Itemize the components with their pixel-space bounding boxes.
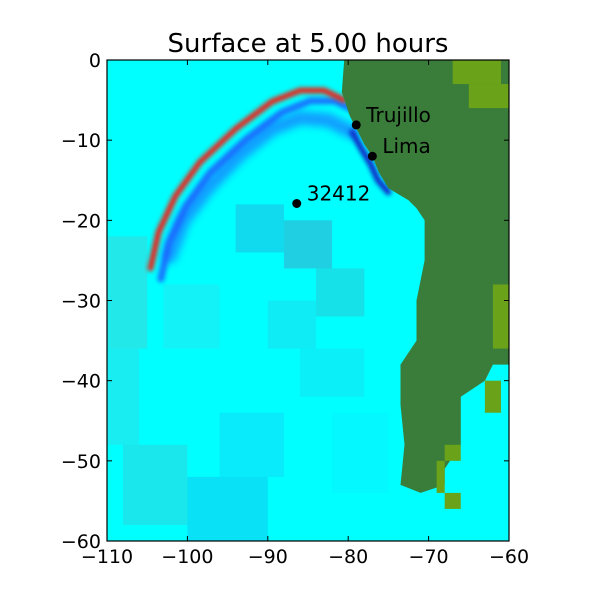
coastal-trough — [349, 129, 392, 196]
point-lima: Lima — [367, 134, 431, 161]
y-tick-label: −30 — [61, 291, 101, 313]
point-32412: 32412 — [292, 181, 370, 208]
ocean-cell — [107, 236, 148, 349]
ocean-cell — [332, 412, 389, 493]
highland-cell — [444, 444, 461, 461]
ocean-cell — [187, 476, 268, 541]
ocean-texture — [107, 204, 389, 541]
plot-area: Trujillo Lima 32412 — [107, 60, 509, 541]
point-marker — [351, 120, 361, 130]
highland-cell — [492, 284, 509, 349]
leading-crest — [147, 87, 348, 272]
highland-cell — [444, 492, 461, 509]
point-label: Trujillo — [365, 103, 431, 127]
ocean-cell — [163, 284, 220, 349]
x-tick-label: −80 — [328, 546, 368, 568]
ocean-cell — [283, 220, 333, 269]
gauge-points: Trujillo Lima 32412 — [292, 103, 431, 208]
y-tick-label: −60 — [61, 531, 101, 553]
point-marker — [292, 198, 302, 208]
highland-cell — [468, 84, 509, 109]
south-america-land — [341, 60, 509, 493]
x-tick-label: −90 — [248, 546, 288, 568]
x-tick-label: −100 — [161, 546, 213, 568]
y-tick-label: −40 — [61, 371, 101, 393]
trailing-trough — [162, 110, 360, 264]
point-label: Lima — [382, 134, 430, 158]
wave-fronts — [147, 87, 392, 283]
x-tick-label: −110 — [81, 546, 133, 568]
y-tick-label: −20 — [61, 210, 101, 232]
point-label: 32412 — [307, 181, 371, 205]
ocean-cell — [219, 412, 284, 477]
highland-cell — [436, 460, 445, 493]
highland-cell — [452, 60, 501, 85]
ocean-cell — [267, 300, 317, 349]
ocean-cell — [107, 348, 140, 445]
x-tick-label: −70 — [409, 546, 449, 568]
highland-cell — [484, 380, 501, 413]
point-trujillo: Trujillo — [351, 103, 431, 130]
x-tick-label: −60 — [489, 546, 529, 568]
point-marker — [367, 151, 377, 161]
y-tick-label: 0 — [89, 50, 101, 72]
y-tick-label: −10 — [61, 130, 101, 152]
x-axis: −110 −100 −90 −80 −70 −60 — [81, 60, 529, 568]
chart-title: Surface at 5.00 hours — [168, 29, 449, 59]
leading-trough — [157, 97, 359, 283]
land-texture — [436, 60, 509, 509]
ocean-cell — [316, 268, 365, 317]
ocean-cell — [235, 204, 284, 253]
y-tick-label: −50 — [61, 451, 101, 473]
y-axis: 0 −10 −20 −30 −40 −50 −60 — [61, 50, 509, 553]
ocean-cell — [123, 444, 188, 525]
ocean-cell — [299, 348, 365, 397]
